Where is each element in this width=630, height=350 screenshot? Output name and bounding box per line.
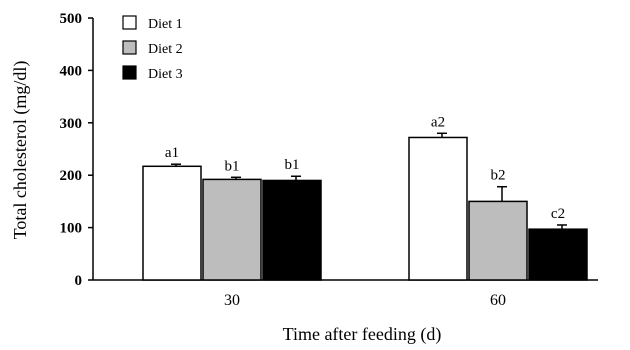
significance-label: b1 (225, 158, 240, 174)
y-tick-label: 500 (60, 11, 83, 27)
y-tick-label: 200 (60, 168, 83, 184)
bar-group: b1 (262, 157, 322, 281)
bar-group: a1 (142, 145, 202, 281)
x-tick-label: 30 (224, 292, 240, 309)
significance-label: c2 (551, 206, 565, 222)
legend-swatch (122, 65, 137, 80)
bar (468, 200, 528, 281)
legend-swatch (122, 15, 137, 30)
bar (528, 228, 588, 281)
bar-group: b1 (202, 158, 262, 281)
legend: Diet 1 Diet 2 Diet 3 (122, 15, 183, 82)
y-tick-label: 300 (60, 116, 83, 132)
significance-label: b1 (285, 157, 300, 173)
legend-swatch (122, 40, 137, 55)
bar-group: a2 (408, 114, 468, 281)
y-tick-label: 0 (75, 273, 83, 289)
significance-label: a1 (165, 145, 179, 161)
bar-group: c2 (528, 206, 588, 281)
x-axis-title: Time after feeding (d) (283, 324, 442, 345)
y-tick-label: 100 (60, 221, 83, 237)
y-axis-title: Total cholesterol (mg/dl) (10, 61, 31, 240)
legend-label: Diet 1 (148, 17, 183, 32)
significance-label: a2 (431, 114, 445, 130)
y-tick-label: 400 (60, 63, 83, 79)
bar (202, 178, 262, 281)
bars: a1 b1 b1 a2 b2 c2 (142, 114, 588, 281)
x-tick-label: 60 (490, 292, 506, 309)
bar (408, 136, 468, 281)
significance-label: b2 (491, 168, 506, 184)
x-ticks: 30 60 (224, 292, 506, 309)
bar (142, 165, 202, 281)
bar (262, 179, 322, 281)
bar-group: b2 (468, 168, 528, 281)
legend-label: Diet 2 (148, 42, 183, 57)
y-ticks: 0 100 200 300 400 500 (60, 11, 93, 289)
legend-label: Diet 3 (148, 67, 183, 82)
